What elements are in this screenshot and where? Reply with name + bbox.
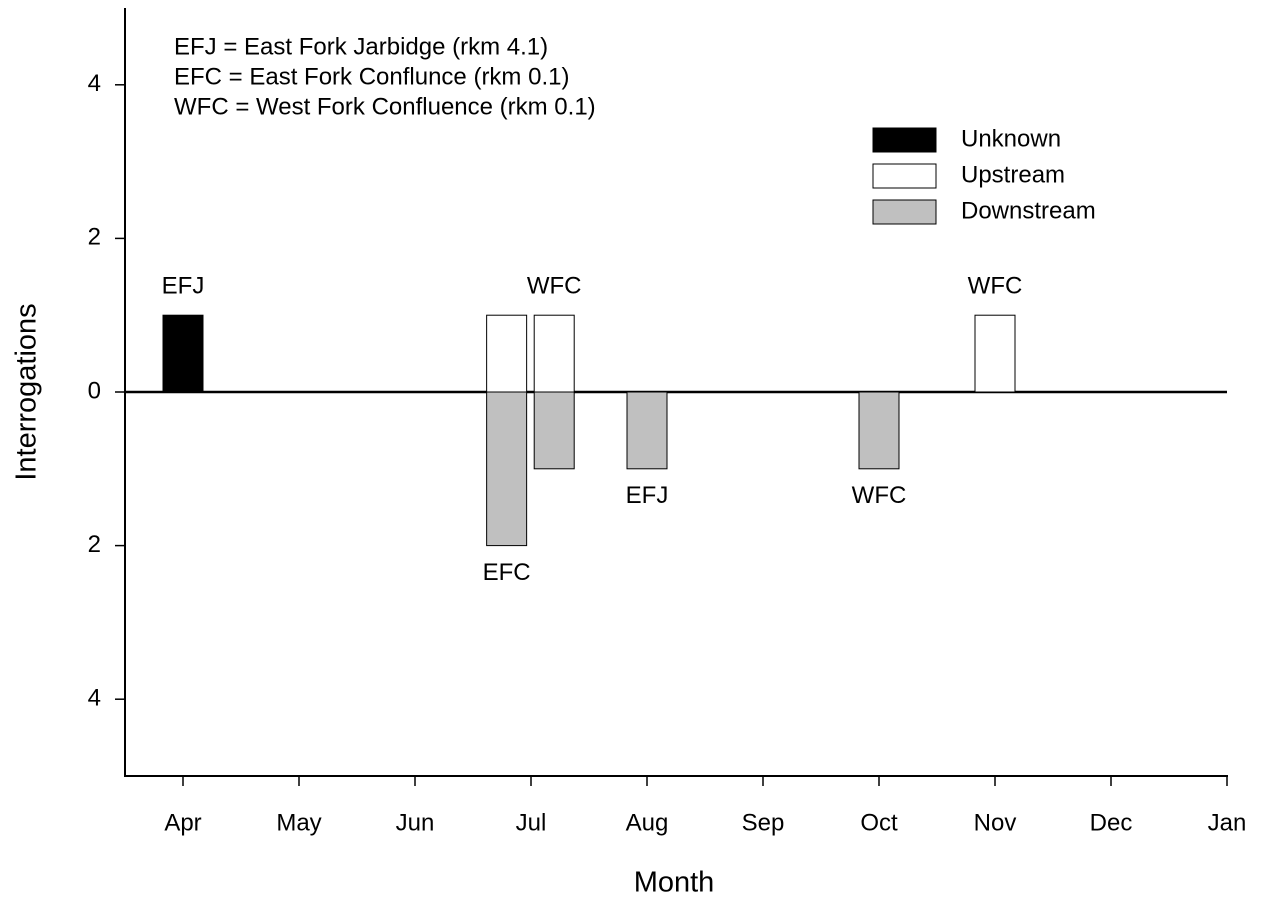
x-tick-label: Aug — [626, 809, 669, 836]
bar — [162, 314, 204, 393]
x-tick-label: May — [276, 809, 321, 836]
x-tick-label: Jan — [1208, 809, 1247, 836]
y-tick-label: 2 — [88, 531, 101, 558]
note: WFC = West Fork Confluence (rkm 0.1) — [174, 93, 596, 120]
x-tick-label: Jul — [516, 809, 547, 836]
x-tick-label: Jun — [396, 809, 435, 836]
x-tick-label: Sep — [742, 809, 785, 836]
note: EFC = East Fork Conflunce (rkm 0.1) — [174, 63, 569, 90]
x-axis-title: Month — [634, 867, 715, 899]
legend-label: Unknown — [961, 125, 1061, 152]
bar-label: WFC — [527, 273, 582, 300]
bar-label: EFC — [483, 559, 531, 586]
bar-label: EFJ — [626, 482, 669, 509]
legend-swatch — [872, 163, 937, 189]
bar — [486, 391, 528, 547]
bar — [486, 314, 528, 393]
legend-label: Upstream — [961, 161, 1065, 188]
bar — [858, 391, 900, 470]
y-tick-label: 4 — [88, 685, 101, 712]
legend-swatch — [872, 127, 937, 153]
bar — [974, 314, 1016, 393]
x-tick-label: Nov — [974, 809, 1017, 836]
bar — [533, 314, 575, 393]
y-tick-label: 2 — [88, 224, 101, 251]
y-tick-label: 4 — [88, 70, 101, 97]
y-tick-label: 0 — [88, 377, 101, 404]
bar-label: WFC — [968, 273, 1023, 300]
y-axis-title: Interrogations — [11, 303, 43, 480]
x-tick-label: Apr — [164, 809, 201, 836]
x-tick-label: Dec — [1090, 809, 1133, 836]
note: EFJ = East Fork Jarbidge (rkm 4.1) — [174, 33, 548, 60]
bar-label: EFJ — [162, 273, 205, 300]
bar — [626, 391, 668, 470]
bar — [533, 391, 575, 470]
x-tick-label: Oct — [860, 809, 898, 836]
bar-label: WFC — [852, 482, 907, 509]
legend-swatch — [872, 199, 937, 225]
legend-label: Downstream — [961, 197, 1096, 224]
